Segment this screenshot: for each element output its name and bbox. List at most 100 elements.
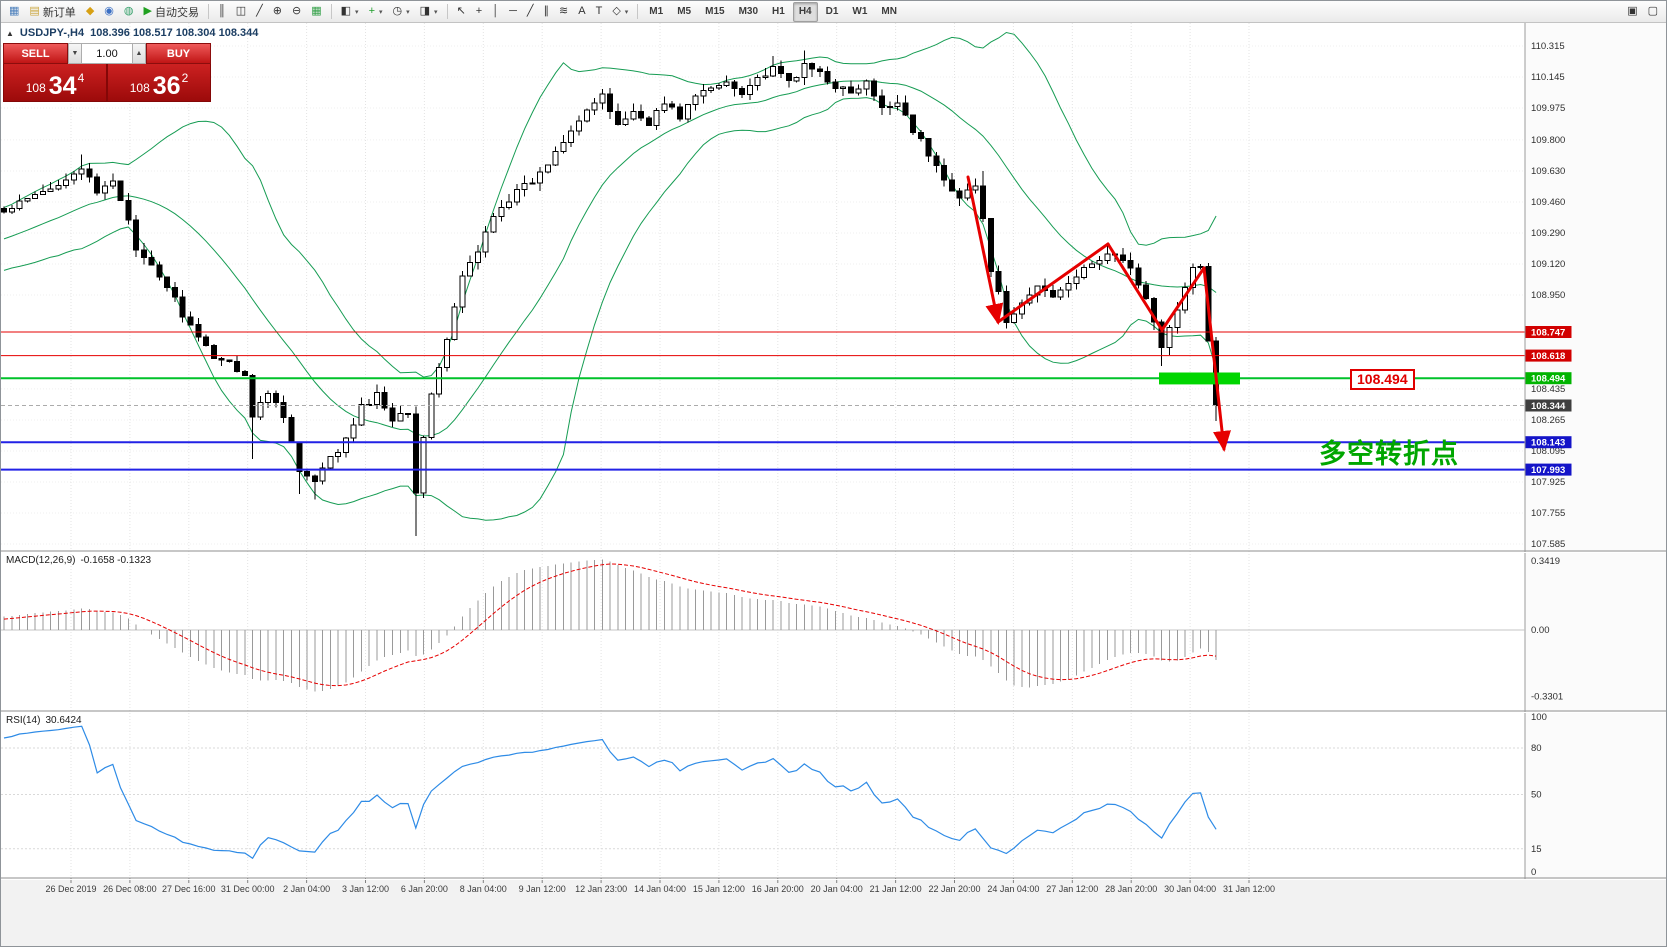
terminal-panel-button[interactable]: ▦ [5,2,23,22]
trend-arrow-annotation[interactable] [996,242,1110,324]
timeframe-m30-button-label: M30 [738,6,759,17]
timeframe-m1-button[interactable]: M1 [643,2,669,22]
zoom-in-icon: ⊕ [272,5,283,17]
trendline-tool-button[interactable]: ╱ [523,2,538,22]
new-order-button[interactable]: ▤ 新订单 [25,2,79,22]
fibonacci-tool-icon: ≋ [559,5,569,17]
trend-arrow-annotation[interactable] [1202,266,1231,452]
time-axis-label: 30 Jan 04:00 [1164,884,1216,894]
timeframe-h1-button[interactable]: H1 [766,2,791,22]
autotrading-icon: ▶ [143,5,152,17]
horizontal-line-tool-button[interactable]: ─ [505,2,521,22]
buy-button[interactable]: BUY [146,43,211,64]
macd-values: -0.1658 -0.1323 [80,555,152,566]
timeframe-m15-button[interactable]: M15 [699,2,730,22]
time-axis-label: 27 Jan 12:00 [1046,884,1098,894]
fibonacci-tool-button[interactable]: ≋ [555,2,572,22]
timeframe-m30-button[interactable]: M30 [733,2,764,22]
zoom-out-button[interactable]: ⊖ [288,2,305,22]
chart-icon-button[interactable]: ◆ [82,2,98,22]
label-tool-button[interactable]: T [592,2,607,22]
shapes-tool-button[interactable]: ◇ ▾ [608,2,632,22]
data-window-button[interactable]: ◍ [120,2,138,22]
bar-chart-type-button[interactable]: ║ [214,2,230,22]
timeframe-d1-button-label: D1 [825,6,839,17]
window-arrange-button[interactable]: ▣ [1623,2,1641,22]
chart-background [1,23,1666,946]
candlestick-chart-type-icon: ◫ [235,5,247,17]
turning-point-annotation: 多空转折点 [1319,439,1459,469]
trend-arrow-annotation[interactable] [1106,242,1164,332]
price-axis-background [1525,23,1666,880]
time-axis-label: 3 Jan 12:00 [342,884,389,894]
indicators-button[interactable]: + ▾ [365,2,387,22]
timeframe-mn-button[interactable]: MN [875,2,903,22]
cursor-tool-icon: ↖ [456,5,466,17]
time-axis-label: 8 Jan 04:00 [460,884,507,894]
timeframe-m1-button-label: M1 [649,6,664,17]
chart-list-icon: ◧ [340,5,352,17]
volume-increase-button[interactable]: ▲ [132,43,146,64]
tile-windows-button[interactable]: ▦ [307,2,325,22]
trend-arrow-annotation[interactable] [1160,266,1206,332]
time-axis-label: 15 Jan 12:00 [693,884,745,894]
timeframe-w1-button[interactable]: W1 [846,2,873,22]
vertical-line-tool-icon: │ [492,5,500,17]
macd-name: MACD(12,26,9) [6,555,76,566]
toolbar-sep [207,4,209,19]
buy-price-display[interactable]: 108 36 2 [107,64,211,102]
sell-price-big: 34 [48,71,77,100]
rsi-axis-label: 100 [1531,712,1547,723]
time-axis-label: 6 Jan 20:00 [401,884,448,894]
dropdown-caret-icon: ▾ [406,8,410,16]
price-annotation-label[interactable]: 108.494 [1350,369,1415,390]
data-window-icon: ◍ [123,5,134,17]
price-axis-tag [1525,436,1572,449]
line-chart-type-button[interactable]: ╱ [252,2,267,22]
autotrading-button[interactable]: ▶ 自动交易 [140,2,203,22]
trend-arrow-annotation[interactable] [966,175,1004,325]
chart-list-button[interactable]: ◧ ▾ [337,2,363,22]
volume-decrease-button[interactable]: ▼ [68,43,82,64]
toolbar-sep [330,4,332,19]
time-axis-label: 28 Jan 20:00 [1105,884,1157,894]
price-axis-label: 109.120 [1531,259,1565,270]
timeframe-m15-button-label: M15 [705,6,725,17]
price-axis-tag-label: 108.494 [1531,374,1566,385]
highlight-rectangle-annotation[interactable] [1159,372,1240,385]
price-axis-label: 107.925 [1531,477,1565,488]
timeframe-m5-button-label: M5 [677,6,692,17]
bar-chart-type-icon: ║ [217,5,226,17]
price-axis-label: 110.315 [1531,41,1565,52]
price-axis-tag-label: 108.747 [1531,328,1565,339]
channel-tool-button[interactable]: ∥ [540,2,554,22]
timeframe-h1-button-label: H1 [772,6,785,17]
price-axis-tag [1525,372,1572,385]
vertical-line-tool-button[interactable]: │ [488,2,503,22]
periods-button[interactable]: ◷ ▾ [389,2,414,22]
zoom-in-button[interactable]: ⊕ [269,2,286,22]
sell-button[interactable]: SELL [3,43,68,64]
time-axis-label: 24 Jan 04:00 [987,884,1039,894]
tile-windows-icon: ▦ [311,5,322,17]
one-click-collapse-icon[interactable]: ▲ [6,28,14,38]
crosshair-tool-button[interactable]: + [472,2,486,22]
text-tool-button[interactable]: A [574,2,589,22]
candlestick-chart-type-button[interactable]: ◫ [232,2,250,22]
timeframe-m5-button[interactable]: M5 [671,2,697,22]
sell-price-display[interactable]: 108 34 4 [3,64,107,102]
line-chart-type-icon: ╱ [256,5,263,17]
cursor-tool-button[interactable]: ↖ [453,2,470,22]
timeframe-d1-button[interactable]: D1 [820,2,845,22]
window-panel-button[interactable]: ▢ [1644,2,1662,22]
main-toolbar: ▦ ▤ 新订单 ◆ ◉ ◍ ▶ 自动交易 ║ ◫ ╱ ⊕ ⊖ ▦ ◧ ▾ + ▾ ◷ ▾ ◨ ▾ ↖ + │ ─ ╱ ∥ ≋ A T ◇ ▾ M1… [1,1,1666,23]
dropdown-caret-icon: ▾ [355,8,359,16]
market-watch-button[interactable]: ◉ [100,2,118,22]
templates-button[interactable]: ◨ ▾ [416,2,442,22]
volume-input[interactable]: 1.00 [82,43,132,64]
price-axis-label: 109.460 [1531,197,1565,208]
timeframe-h4-button[interactable]: H4 [792,1,818,22]
trendline-tool-icon: ╱ [526,5,534,17]
